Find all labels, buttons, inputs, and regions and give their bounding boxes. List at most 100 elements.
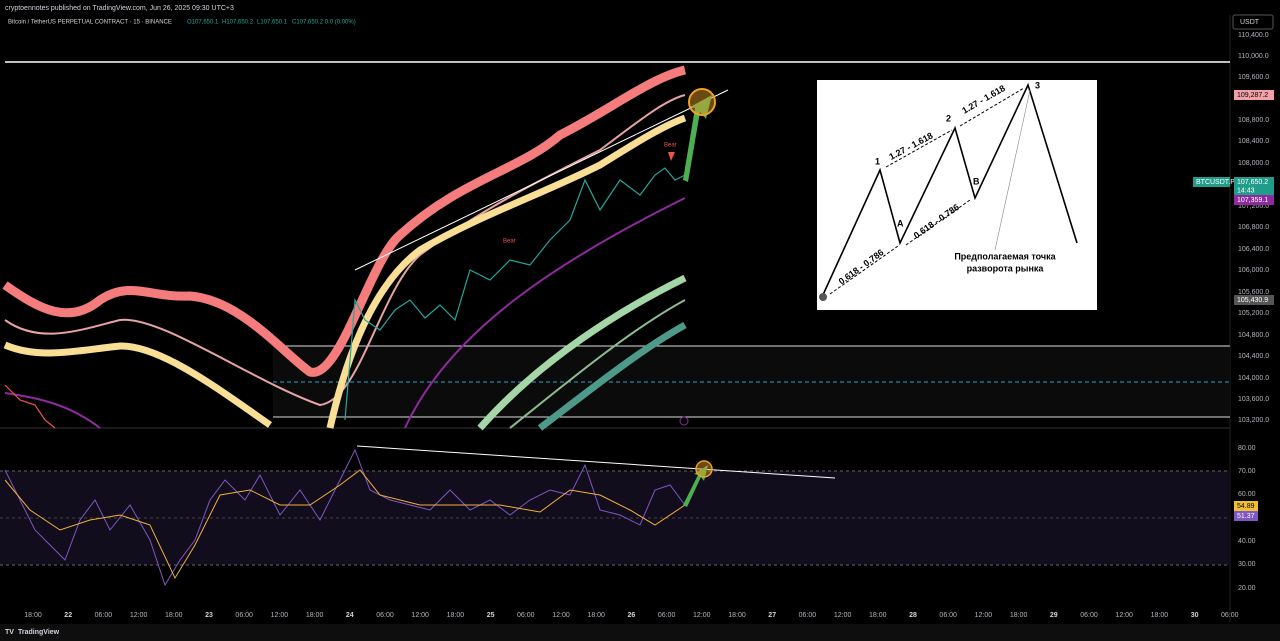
price-tick: 104,000.0 <box>1238 375 1269 382</box>
rsi-tick: 70.00 <box>1238 468 1256 475</box>
rsi-arrow <box>683 465 708 507</box>
price-tick: 107,200.0 <box>1238 203 1269 210</box>
price-action-left <box>4 384 56 429</box>
last-price-box <box>1234 177 1274 187</box>
time-tick: 12:00 <box>411 612 429 619</box>
time-tick: 12:00 <box>975 612 993 619</box>
upper-band <box>2 65 687 377</box>
bear-marker <box>668 152 675 161</box>
rsi-tick: 30.00 <box>1238 561 1256 568</box>
price-tick: 106,000.0 <box>1238 267 1269 274</box>
rsi-tick: 20.00 <box>1238 585 1256 592</box>
time-tick: 24 <box>346 612 354 619</box>
countdown-box <box>1234 186 1274 195</box>
time-tick: 18:00 <box>587 612 605 619</box>
time-tick: 06:00 <box>1080 612 1098 619</box>
price-tick: 110,400.0 <box>1238 32 1269 39</box>
time-tick: 12:00 <box>552 612 570 619</box>
last-price: 107,650.2 <box>1237 179 1268 186</box>
time-tick: 18:00 <box>306 612 324 619</box>
time-tick: 06:00 <box>517 612 535 619</box>
rsi-tick: 40.00 <box>1238 538 1256 545</box>
price-tick: 103,600.0 <box>1238 396 1269 403</box>
time-tick: 18:00 <box>24 612 42 619</box>
rsi-value-box <box>1234 511 1258 521</box>
time-tick: 18:00 <box>728 612 746 619</box>
price-tick: 103,200.0 <box>1238 417 1269 424</box>
price-tick: 108,000.0 <box>1238 160 1269 167</box>
lower-price-box <box>1234 295 1274 305</box>
time-tick: 06:00 <box>235 612 253 619</box>
footer-logo: TV <box>5 629 14 636</box>
pattern-diagram: 1 2 3 A B 1.27 - 1.618 1.27 - 1.618 0.61… <box>817 80 1097 310</box>
symbol-title: Bitcoin / TetherUS PERPETUAL CONTRACT · … <box>8 20 172 26</box>
time-tick: 12:00 <box>693 612 711 619</box>
time-tick: 06:00 <box>799 612 817 619</box>
green-band <box>477 274 687 431</box>
time-tick: 18:00 <box>165 612 183 619</box>
dashed-arrows <box>829 87 1025 295</box>
point-label: 1 <box>875 156 880 166</box>
time-tick: 18:00 <box>447 612 465 619</box>
trend-line <box>354 89 729 271</box>
upper-price: 109,287.2 <box>1237 92 1268 99</box>
rsi-trend-line <box>356 445 836 479</box>
currency: USDT <box>1240 19 1260 26</box>
time-tick: 26 <box>628 612 636 619</box>
time-tick: 12:00 <box>1115 612 1133 619</box>
teal-band <box>537 321 687 431</box>
time-tick: 12:00 <box>271 612 289 619</box>
time-tick: 06:00 <box>939 612 957 619</box>
price-tick: 104,400.0 <box>1238 353 1269 360</box>
lower-band <box>404 197 686 429</box>
rsi-tick: 80.00 <box>1238 445 1256 452</box>
note-line: разворота рынка <box>967 263 1045 273</box>
rsi-ma-value-box <box>1234 501 1258 511</box>
bear-label: Bear <box>503 239 516 245</box>
middle-band <box>3 114 687 429</box>
rsi-line <box>4 448 686 587</box>
lower-band-left <box>4 392 101 429</box>
ohlc-value: L107,650.1 <box>257 20 288 26</box>
price-tick: 108,400.0 <box>1238 138 1269 145</box>
time-tick: 18:00 <box>869 612 887 619</box>
rsi-tick: 60.00 <box>1238 491 1256 498</box>
price-tick: 110,000.0 <box>1238 53 1269 60</box>
marker <box>679 416 689 426</box>
band-price-box <box>1234 195 1274 205</box>
rsi-ma <box>4 469 686 580</box>
publisher: cryptoennotes published on TradingView.c… <box>5 5 234 12</box>
countdown: 14:43 <box>1237 187 1255 194</box>
start-dot <box>819 293 827 301</box>
time-tick: 06:00 <box>376 612 394 619</box>
price-tick: 109,600.0 <box>1238 74 1269 81</box>
time-tick: 12:00 <box>130 612 148 619</box>
ohlc-value: C107,650.2 0.0 (0.00%) <box>292 20 356 26</box>
time-tick: 30 <box>1191 612 1199 619</box>
lower-price: 105,430.9 <box>1237 297 1268 304</box>
price-tick: 106,800.0 <box>1238 224 1269 231</box>
time-tick: 27 <box>768 612 776 619</box>
time-tick: 18:00 <box>1010 612 1028 619</box>
time-tick: 06:00 <box>95 612 113 619</box>
time-tick: 28 <box>909 612 917 619</box>
time-tick: 06:00 <box>1221 612 1239 619</box>
band-price: 107,359.1 <box>1237 197 1268 204</box>
rsi-ma-value: 54.89 <box>1237 503 1255 510</box>
footer-brand: TradingView <box>18 629 60 636</box>
green-band-2 <box>509 299 686 429</box>
symbol-label-box <box>1193 177 1230 187</box>
symbol-label: BTCUSDT.P <box>1196 179 1235 186</box>
time-tick: 25 <box>487 612 495 619</box>
time-tick: 12:00 <box>834 612 852 619</box>
diagram-bg <box>817 80 1097 310</box>
price-tick: 106,400.0 <box>1238 246 1269 253</box>
time-tick: 18:00 <box>1151 612 1169 619</box>
ohlc-value: O107,650.1 <box>187 20 219 26</box>
price-tick: 108,800.0 <box>1238 117 1269 124</box>
rsi-value: 51.37 <box>1237 513 1255 520</box>
time-tick: 29 <box>1050 612 1058 619</box>
price-tick: 105,200.0 <box>1238 310 1269 317</box>
point-label: A <box>897 218 904 228</box>
